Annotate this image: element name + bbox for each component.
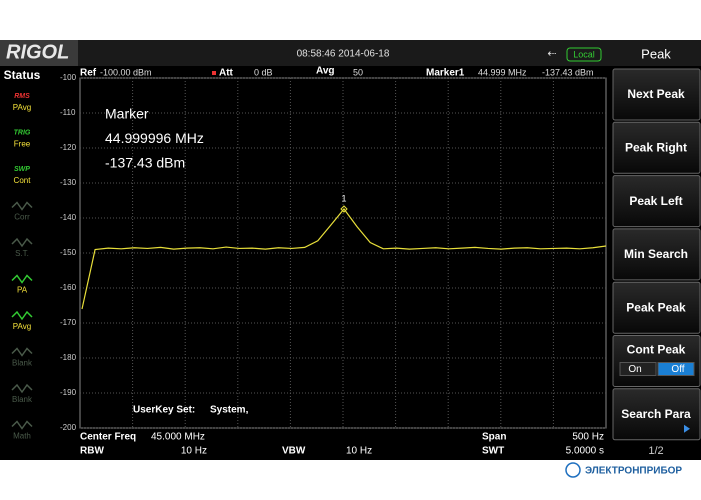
- datetime: 08:58:46 2014-06-18: [297, 49, 390, 60]
- marker-symbol: [340, 205, 348, 213]
- y-tick-label: -180: [60, 353, 77, 362]
- bottom-vbw-label: VBW: [282, 446, 306, 457]
- softkey-label: Cont Peak: [627, 343, 686, 357]
- y-tick-label: -150: [60, 248, 77, 257]
- marker-readout: -137.43 dBm: [105, 155, 185, 171]
- softkey-label: Next Peak: [627, 87, 685, 101]
- toggle-label: Off: [671, 364, 684, 375]
- y-tick-label: -190: [60, 388, 77, 397]
- menu-title: Peak: [641, 46, 671, 61]
- toggle-option[interactable]: [657, 362, 695, 376]
- y-tick-label: -160: [60, 283, 77, 292]
- userkey-value: System,: [210, 405, 249, 416]
- bottom-rbw: 10 Hz: [181, 446, 207, 457]
- softkey[interactable]: [612, 228, 701, 281]
- status-label: Corr: [14, 213, 30, 222]
- softkey[interactable]: [612, 175, 701, 228]
- brand-logo: [565, 462, 581, 478]
- status-label: Free: [14, 140, 31, 149]
- logo-bg: [0, 40, 78, 66]
- remote-status: Local: [573, 49, 595, 59]
- userkey-label: UserKey Set:: [133, 405, 195, 416]
- more-arrow: [684, 424, 690, 433]
- softkey[interactable]: [612, 281, 701, 334]
- status-label: Blank: [12, 359, 33, 368]
- y-tick-label: -100: [60, 73, 77, 82]
- status-label: PA: [17, 286, 28, 295]
- toggle-label: On: [628, 364, 641, 375]
- marker-number: 1: [341, 193, 346, 203]
- ref-label: Ref: [80, 68, 97, 79]
- avg-label: Avg: [316, 66, 335, 77]
- marker-readout: Marker: [105, 106, 149, 122]
- trace: [81, 208, 607, 310]
- status-label: PAvg: [13, 322, 31, 331]
- att-label: Att: [219, 68, 234, 79]
- y-tick-label: -140: [60, 213, 77, 222]
- att-value: 0 dB: [254, 67, 273, 77]
- status-top: TRIG: [14, 129, 31, 136]
- marker-freq: 44.999 MHz: [478, 67, 527, 77]
- softkey[interactable]: [612, 121, 701, 174]
- bottom-span-label: Span: [482, 432, 506, 443]
- bottom-swt: 5.0000 s: [566, 446, 604, 457]
- status-icon: [11, 383, 33, 394]
- status-label: Blank: [12, 395, 33, 404]
- status-top: SWP: [14, 166, 30, 173]
- logo: RIGOL: [6, 41, 69, 63]
- page-indicator: 1/2: [648, 445, 663, 457]
- header-bar: [0, 40, 701, 66]
- bottom-center-label: Center Freq: [80, 432, 136, 443]
- brand: ЭЛЕКТРОНПРИБОР: [585, 466, 682, 477]
- bottom-rbw-label: RBW: [80, 446, 104, 457]
- y-tick-label: -110: [60, 108, 76, 117]
- marker-level: -137.43 dBm: [542, 67, 594, 77]
- status-label: Math: [13, 432, 31, 441]
- marker-readout: 44.999996 MHz: [105, 130, 204, 146]
- status-icon: [11, 237, 33, 248]
- toggle-option[interactable]: [619, 362, 657, 376]
- bottom-vbw: 10 Hz: [346, 446, 372, 457]
- y-tick-label: -200: [60, 423, 77, 432]
- status-icon: [11, 274, 33, 284]
- status-icon: [11, 420, 33, 430]
- softkey-label: Peak Right: [625, 140, 687, 154]
- y-tick-label: -120: [60, 143, 77, 152]
- status-label: PAvg: [13, 103, 31, 112]
- status-icon: [11, 310, 33, 321]
- marker-label: Marker1: [426, 68, 465, 79]
- status-label: Cont: [14, 176, 32, 185]
- softkey-label: Search Para: [621, 407, 691, 421]
- softkey-label: Peak Peak: [626, 300, 686, 314]
- y-tick-label: -170: [60, 318, 77, 327]
- ref-value: -100.00 dBm: [100, 67, 152, 77]
- bottom-swt-label: SWT: [482, 446, 504, 457]
- y-tick-label: -130: [60, 178, 77, 187]
- bottom-span: 500 Hz: [572, 432, 604, 443]
- avg-value: 50: [353, 67, 363, 77]
- usb-icon: ⇠: [547, 48, 556, 60]
- att-indicator: [212, 71, 216, 75]
- status-icon: [11, 201, 33, 211]
- remote-box: [566, 47, 602, 62]
- status-top: RMS: [14, 93, 30, 100]
- status-label: S.T.: [15, 249, 29, 258]
- softkey-label: Min Search: [624, 247, 688, 261]
- bottom-center: 45.000 MHz: [151, 432, 205, 443]
- softkey[interactable]: [612, 68, 701, 121]
- softkey[interactable]: [612, 388, 701, 441]
- status-icon: [11, 347, 33, 357]
- softkey-label: Peak Left: [629, 194, 682, 208]
- status-title: Status: [4, 68, 41, 82]
- instrument-screen: [0, 40, 701, 460]
